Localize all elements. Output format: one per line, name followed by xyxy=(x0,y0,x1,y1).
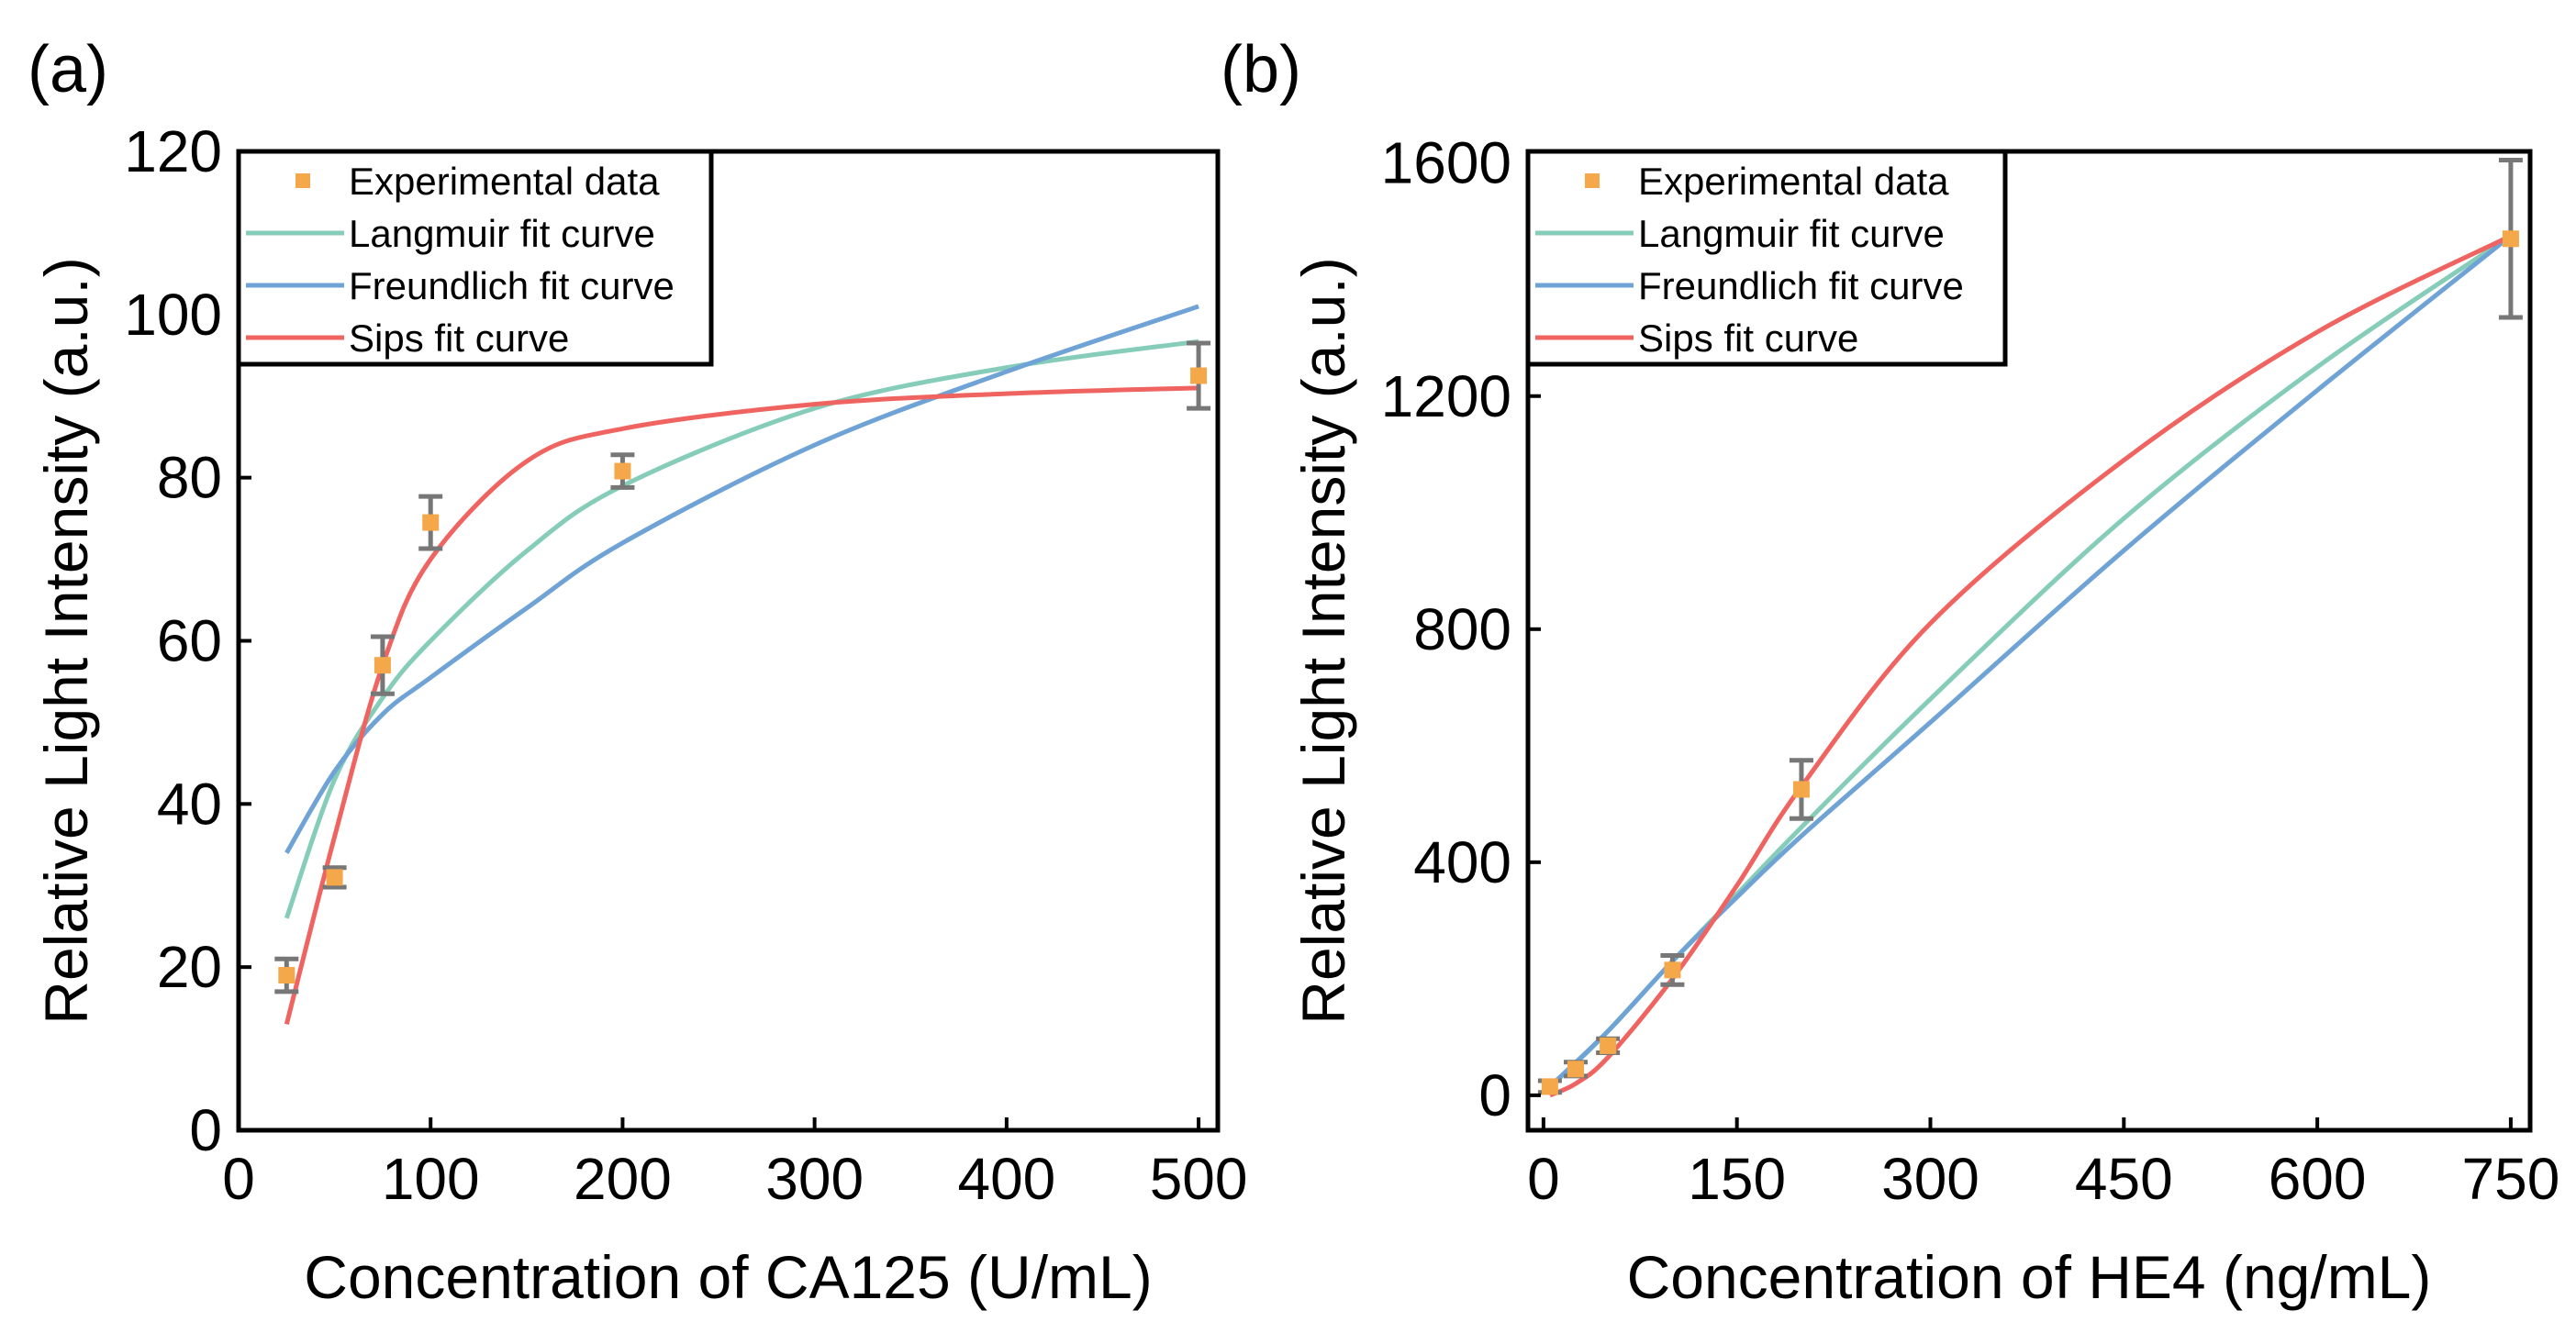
y-tick-label: 60 xyxy=(157,608,222,674)
x-tick-label: 300 xyxy=(765,1146,864,1212)
chart-panel-b: (b) 0 150 300 450 600 750 0 400 800 1200 1600 Concen… xyxy=(1221,33,2559,1311)
x-tick-label: 0 xyxy=(222,1146,255,1212)
y-tick-label: 40 xyxy=(157,771,222,837)
x-axis-label: Concentration of CA125 (U/mL) xyxy=(304,1243,1152,1311)
legend-label: Sips fit curve xyxy=(349,317,569,360)
x-tick-label: 450 xyxy=(2075,1146,2173,1212)
legend: Experimental data Langmuir fit curve Freun… xyxy=(1525,149,2008,367)
legend-marker-icon xyxy=(296,173,310,188)
data-marker xyxy=(326,869,343,886)
y-tick-label: 20 xyxy=(157,934,222,1000)
data-point xyxy=(370,634,395,696)
chart-panel-a: (a) 0 100 200 300 400 500 0 20 40 60 80 100 120 Concen… xyxy=(28,33,1247,1311)
legend-label: Sips fit curve xyxy=(1638,317,1858,360)
legend-label: Langmuir fit curve xyxy=(349,212,655,255)
series-line-sips xyxy=(284,385,1199,1026)
data-marker xyxy=(1567,1061,1584,1078)
data-point xyxy=(1789,758,1813,821)
data-point xyxy=(1660,952,1685,987)
data-point xyxy=(322,865,347,890)
y-tick-label: 800 xyxy=(1413,596,1511,662)
data-marker xyxy=(1664,961,1681,979)
data-marker xyxy=(1190,367,1208,384)
x-axis-label: Concentration of HE4 (ng/mL) xyxy=(1627,1243,2432,1311)
legend: Experimental data Langmuir fit curve Freun… xyxy=(236,149,714,367)
legend-box xyxy=(1525,149,2008,367)
y-tick-label: 0 xyxy=(189,1097,222,1163)
data-point xyxy=(274,956,299,994)
data-point xyxy=(2498,158,2523,320)
legend-box xyxy=(236,149,714,367)
x-tick-label: 0 xyxy=(1527,1146,1560,1212)
data-point xyxy=(1564,1060,1588,1079)
y-tick-label: 100 xyxy=(124,282,222,348)
legend-label: Experimental data xyxy=(349,160,660,203)
y-tick-label: 80 xyxy=(157,445,222,511)
y-tick-label: 120 xyxy=(124,118,222,184)
data-marker xyxy=(1541,1078,1558,1095)
data-marker xyxy=(422,514,440,531)
data-point xyxy=(610,452,635,490)
panel-label: (a) xyxy=(28,33,108,106)
x-tick-label: 300 xyxy=(1881,1146,1979,1212)
panel-label: (b) xyxy=(1221,33,1301,106)
legend-label: Experimental data xyxy=(1638,160,1949,203)
data-marker xyxy=(1600,1037,1617,1054)
x-tick-label: 500 xyxy=(1150,1146,1248,1212)
data-point xyxy=(1537,1078,1562,1095)
x-tick-label: 600 xyxy=(2269,1146,2367,1212)
series-line-langmuir xyxy=(284,339,1199,919)
x-tick-label: 100 xyxy=(382,1146,480,1212)
data-marker xyxy=(278,967,296,984)
y-tick-label: 1600 xyxy=(1381,130,1511,196)
y-axis-label: Relative Light Intensity (a.u.) xyxy=(1289,257,1357,1024)
legend-marker-icon xyxy=(1585,173,1600,188)
y-tick-label: 400 xyxy=(1413,829,1511,895)
series-line-freundlich xyxy=(284,304,1199,854)
y-tick-label: 1200 xyxy=(1381,363,1511,429)
data-marker xyxy=(1792,781,1810,798)
x-tick-label: 750 xyxy=(2462,1146,2560,1212)
data-point xyxy=(418,494,443,551)
data-point xyxy=(1187,340,1211,411)
plot-frame xyxy=(1525,149,2533,1133)
legend-label: Langmuir fit curve xyxy=(1638,212,1945,255)
data-marker xyxy=(614,462,631,480)
x-tick-label: 200 xyxy=(574,1146,672,1212)
y-axis-label: Relative Light Intensity (a.u.) xyxy=(32,257,100,1024)
data-marker xyxy=(2502,230,2519,248)
data-marker xyxy=(374,657,391,674)
x-tick-label: 150 xyxy=(1688,1146,1786,1212)
y-tick-label: 0 xyxy=(1478,1062,1511,1128)
series-line-freundlich xyxy=(1548,234,2513,1089)
legend-label: Freundlich fit curve xyxy=(1638,264,1964,307)
legend-label: Freundlich fit curve xyxy=(349,264,675,307)
x-tick-label: 400 xyxy=(957,1146,1055,1212)
data-point xyxy=(1596,1036,1621,1056)
